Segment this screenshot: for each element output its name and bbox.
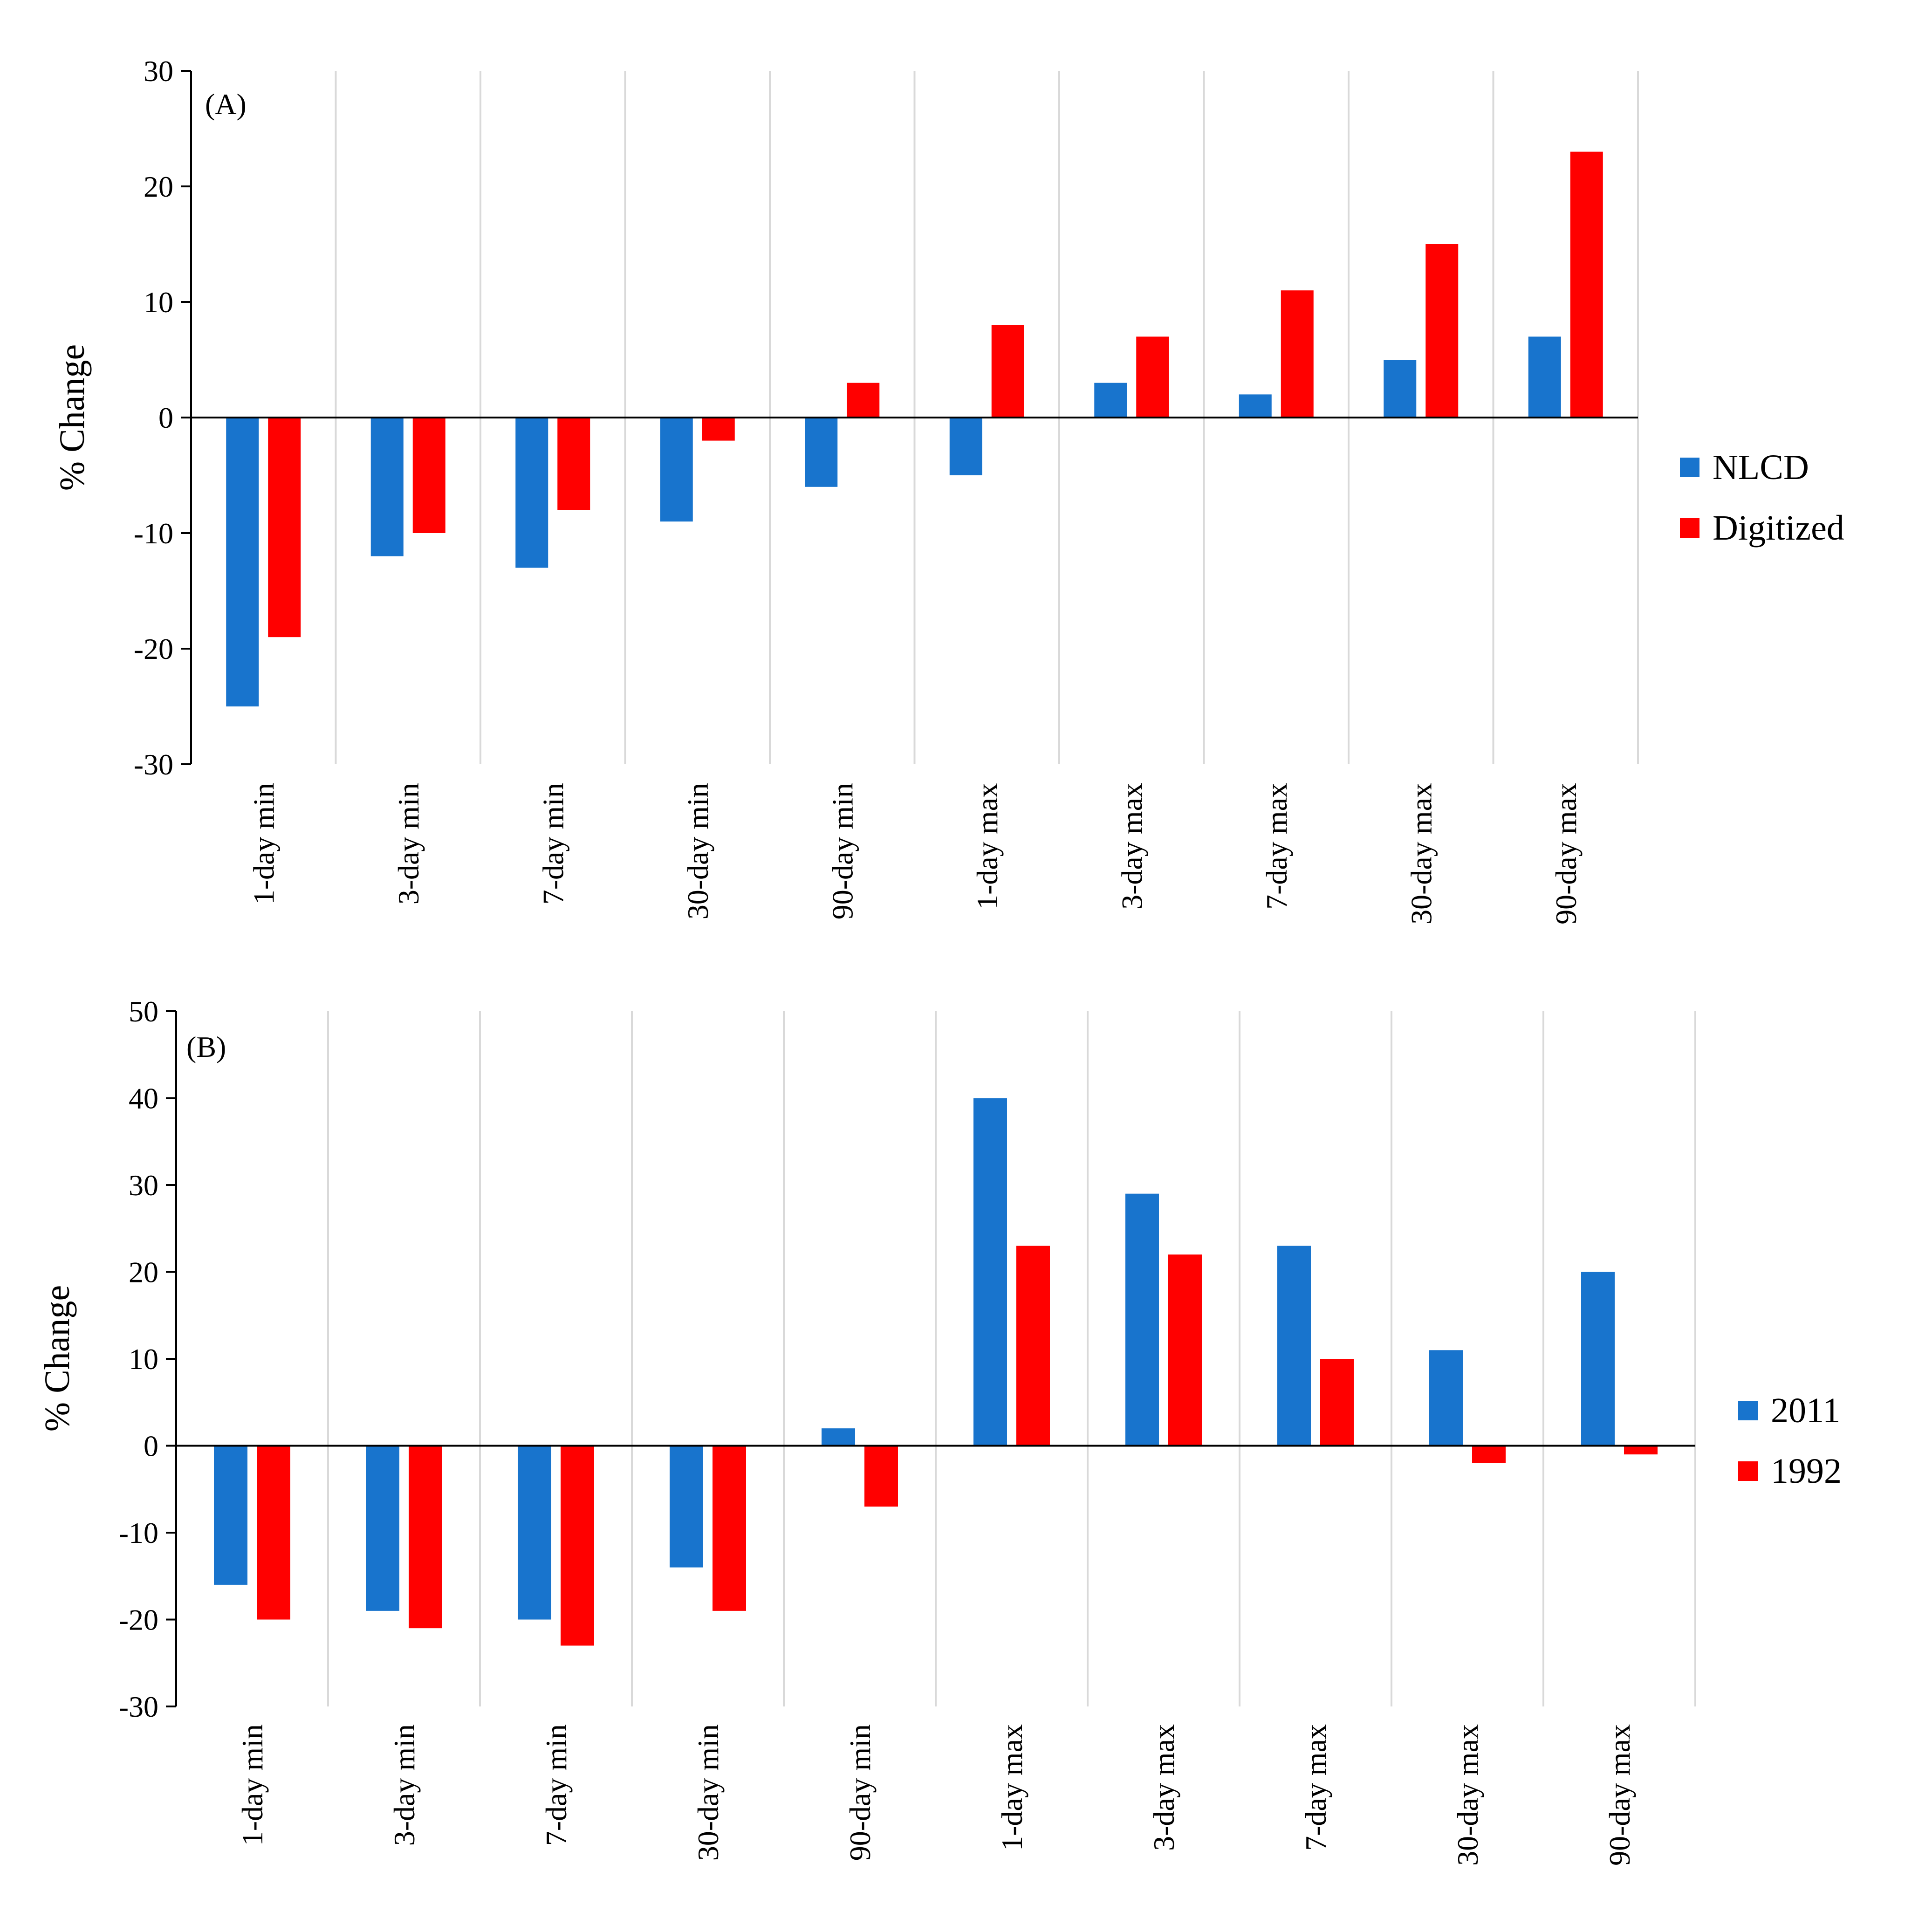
y-tick-label: 30 [129,1169,158,1202]
bar-1992-30-day-min [713,1446,746,1611]
bar-1992-1-day-min [257,1446,290,1620]
y-tick-label: 10 [144,286,173,319]
bar-digitized-7-day-min [557,418,590,510]
bar-nlcd-7-day-max [1239,394,1272,418]
bar-2011-90-day-max [1581,1272,1615,1446]
bar-1992-7-day-max [1320,1359,1354,1446]
bar-nlcd-3-day-min [370,418,404,556]
y-tick-label: -20 [119,1603,158,1637]
bar-digitized-90-day-max [1570,151,1603,418]
x-category-label: 7-day max [1299,1724,1332,1851]
legend-swatch-nlcd [1680,458,1699,477]
y-tick-label: 0 [158,401,173,434]
x-category-label: 30-day max [1451,1724,1484,1866]
y-tick-label: 50 [129,995,158,1028]
bar-1992-3-day-max [1168,1254,1202,1446]
y-tick-label: -10 [134,517,173,550]
x-category-label: 30-day max [1405,783,1438,925]
bar-nlcd-90-day-min [805,418,838,487]
y-tick-label: -10 [119,1516,158,1549]
chart-panel-a: -30 -20 -10 0 10 20 30 1-day min 3-day min 7-day … [53,55,1844,925]
x-category-label: 3-day min [388,1724,421,1846]
bar-nlcd-30-day-max [1384,360,1417,418]
x-category-label: 30-day min [692,1724,725,1861]
bar-digitized-3-day-min [412,418,445,533]
y-tick-label: 40 [129,1082,158,1115]
bar-1992-30-day-max [1472,1446,1506,1463]
bar-2011-90-day-min [822,1428,855,1446]
chart-panel-b: -30 -20 -10 0 10 20 30 40 50 1-day min 3-day min 7-… [38,995,1842,1866]
bar-1992-90-day-min [864,1446,898,1507]
y-tick-label: 10 [129,1343,158,1376]
x-category-label: 90-day max [1603,1724,1636,1866]
bar-digitized-7-day-max [1281,290,1314,418]
bar-digitized-90-day-min [847,383,880,418]
legend-label: 2011 [1771,1391,1840,1430]
bar-2011-1-day-min [214,1446,247,1585]
y-tick-label: 0 [144,1430,158,1463]
bar-1992-1-day-max [1016,1246,1050,1446]
bar-1992-90-day-max [1624,1446,1658,1455]
bar-1992-3-day-min [409,1446,442,1629]
legend-label: Digitized [1713,508,1844,548]
x-category-label: 90-day max [1549,783,1583,925]
bar-digitized-1-day-min [268,418,301,637]
x-category-label: 3-day max [1115,783,1148,910]
legend-label: NLCD [1713,448,1809,487]
x-category-label: 7-day min [536,783,569,904]
panel-label: (B) [186,1030,226,1063]
bar-2011-7-day-min [518,1446,551,1620]
y-tick-label: -20 [134,632,173,665]
bar-2011-3-day-max [1125,1193,1159,1446]
x-category-label: 90-day min [843,1724,877,1861]
x-category-label: 3-day min [392,783,425,904]
bar-2011-30-day-max [1429,1350,1463,1446]
bar-nlcd-3-day-max [1094,383,1127,418]
bar-nlcd-30-day-min [660,418,693,522]
bar-2011-1-day-max [973,1098,1007,1446]
bar-digitized-1-day-max [991,325,1024,418]
y-tick-label: -30 [134,748,173,781]
y-axis-title: % Change [38,1285,77,1432]
legend-swatch-1992 [1738,1461,1758,1481]
bar-nlcd-1-day-min [226,418,259,706]
x-category-label: 1-day max [971,783,1004,910]
legend-swatch-2011 [1738,1401,1758,1420]
bar-digitized-3-day-max [1136,336,1169,418]
x-category-label: 90-day min [826,783,859,919]
bar-2011-3-day-min [366,1446,399,1611]
legend-label: 1992 [1771,1452,1842,1491]
x-category-label: 7-day min [540,1724,573,1846]
y-tick-label: -30 [119,1690,158,1723]
bar-digitized-30-day-max [1425,244,1459,418]
bar-nlcd-90-day-max [1528,336,1561,418]
x-category-label: 1-day min [236,1724,269,1846]
panel-label: (A) [205,88,247,121]
bar-nlcd-1-day-max [949,418,982,475]
legend-swatch-digitized [1680,518,1699,538]
bar-1992-7-day-min [561,1446,594,1646]
y-tick-label: 20 [129,1256,158,1289]
x-category-label: 30-day min [681,783,714,919]
x-category-label: 1-day max [995,1724,1028,1851]
x-category-label: 1-day min [247,783,280,904]
x-category-label: 7-day max [1260,783,1293,910]
x-category-label: 3-day max [1147,1724,1180,1851]
y-axis-title: % Change [53,344,92,491]
bar-2011-7-day-max [1277,1246,1311,1446]
bar-2011-30-day-min [670,1446,703,1568]
y-tick-label: 20 [144,170,173,203]
y-tick-label: 30 [144,55,173,88]
bar-digitized-30-day-min [702,418,735,441]
bar-nlcd-7-day-min [515,418,548,568]
